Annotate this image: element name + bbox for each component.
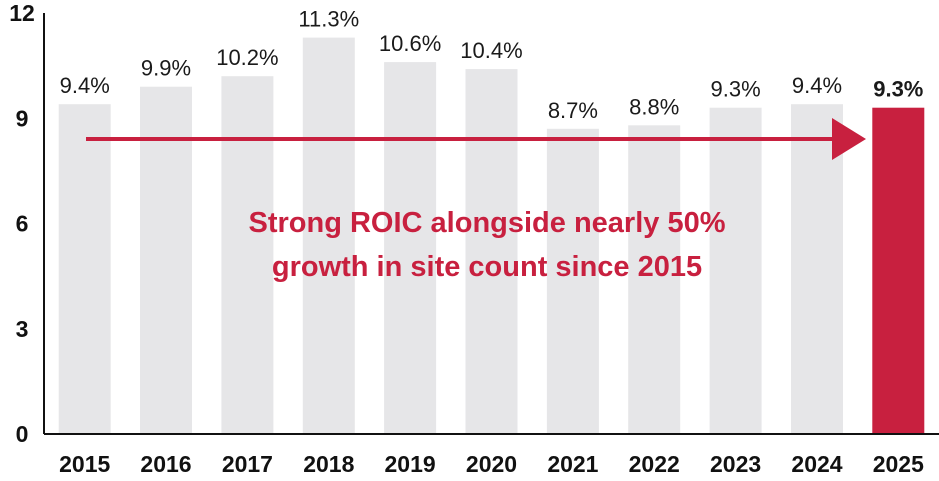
bar-2020 [465, 69, 518, 434]
annotation-line-1: Strong ROIC alongside nearly 50% [249, 207, 726, 239]
bar-2023 [709, 107, 762, 434]
data-label-2021: 8.7% [548, 98, 598, 123]
x-tick-2015: 2015 [59, 451, 110, 477]
x-tick-2022: 2022 [629, 451, 680, 477]
x-tick-2016: 2016 [140, 451, 191, 477]
y-tick-6: 6 [16, 211, 29, 237]
data-label-2015: 9.4% [60, 73, 110, 98]
x-tick-2017: 2017 [222, 451, 273, 477]
x-tick-2025: 2025 [873, 451, 924, 477]
bar-2024 [791, 104, 843, 434]
y-tick-3: 3 [16, 316, 29, 342]
bar-2019 [384, 62, 437, 434]
data-label-2023: 9.3% [711, 77, 761, 102]
x-tick-2023: 2023 [710, 451, 761, 477]
bars-group [58, 37, 925, 435]
bar-2025 [872, 107, 925, 434]
data-label-2020: 10.4% [460, 38, 522, 63]
data-label-2025: 9.3% [873, 77, 923, 102]
y-tick-0: 0 [16, 421, 29, 447]
data-label-2019: 10.6% [379, 31, 441, 56]
bar-2015 [58, 104, 111, 434]
x-tick-labels: 2015 2016 2017 2018 2019 2020 2021 2022 2023 2024… [59, 451, 924, 477]
data-label-2016: 9.9% [141, 56, 191, 81]
bar-2021 [546, 128, 599, 435]
data-labels: 9.4% 9.9% 10.2% 11.3% 10.6% 10.4% 8.7% 8.8% 9.3%… [60, 7, 924, 123]
y-tick-9: 9 [16, 105, 29, 131]
data-label-2024: 9.4% [792, 73, 842, 98]
bar-2022 [628, 125, 681, 435]
bar-2018 [302, 37, 355, 434]
y-tick-12: 12 [9, 0, 35, 26]
data-label-2018: 11.3% [298, 7, 359, 32]
data-label-2017: 10.2% [216, 45, 278, 70]
annotation-line-2: growth in site count since 2015 [272, 251, 702, 283]
data-label-2022: 8.8% [629, 94, 679, 119]
x-tick-2019: 2019 [385, 451, 436, 477]
bar-2017 [221, 76, 274, 434]
bar-2016 [140, 86, 192, 434]
x-tick-2020: 2020 [466, 451, 517, 477]
x-tick-2024: 2024 [791, 451, 842, 477]
trend-arrow-head [832, 118, 866, 160]
x-tick-2018: 2018 [303, 451, 354, 477]
y-tick-labels: 0 3 6 9 12 [9, 0, 35, 447]
x-tick-2021: 2021 [547, 451, 598, 477]
